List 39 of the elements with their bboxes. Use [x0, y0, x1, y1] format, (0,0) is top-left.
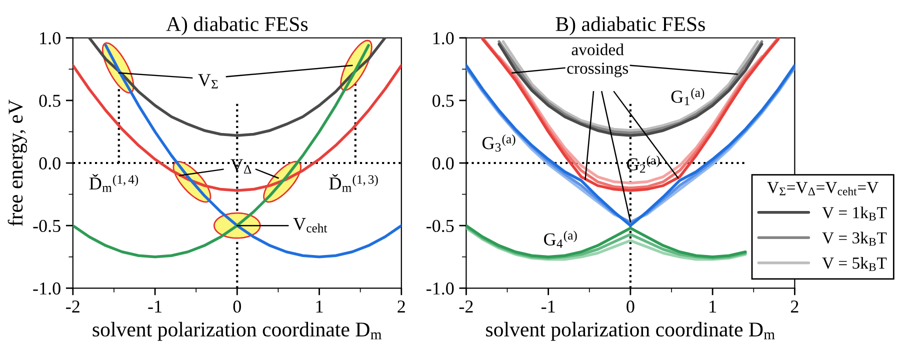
- y-tick-label: -0.5: [426, 220, 454, 232]
- x-axis-title: solvent polarization coordinate D$_{m}$: [92, 322, 382, 341]
- y-tick-label: 1.0: [433, 32, 454, 44]
- chart-title: A) diabatic FESs: [166, 16, 308, 36]
- y-tick-label: 0.0: [39, 157, 60, 170]
- y-axis-title: free energy, eV: [8, 100, 27, 226]
- x-axis-title: solvent polarization coordinate D$_{m}$: [486, 322, 775, 341]
- x-tick-label: -1: [541, 300, 555, 312]
- legend-label: V = 5k$_{B}$T: [822, 257, 887, 271]
- x-tick-label: 2: [790, 300, 798, 312]
- y-tick-label: -0.5: [33, 220, 60, 232]
- y-tick-label: -1.0: [33, 282, 60, 295]
- chart-title: B) adiabatic FESs: [556, 16, 705, 36]
- line-series: [72, 64, 402, 192]
- annotation: G$_{3}$$^{(a)}$: [482, 134, 516, 152]
- x-tick-label: -1: [148, 300, 162, 312]
- x-tick-label: 0: [626, 300, 634, 313]
- x-tick-label: 2: [398, 300, 405, 312]
- y-tick-label: 0.0: [432, 157, 454, 170]
- annotation: G$_{4}$$^{(a)}$: [544, 230, 577, 248]
- y-tick-label: 1.0: [40, 32, 60, 44]
- line-series: [88, 38, 386, 137]
- x-tick-label: -2: [459, 300, 473, 312]
- x-tick-label: 1: [316, 300, 323, 312]
- annotation: avoided crossings: [567, 44, 628, 78]
- annotation: V$_{Σ}$: [198, 74, 218, 88]
- y-tick-label: 0.5: [39, 94, 60, 107]
- legend-label: V = 3k$_{B}$T: [822, 232, 887, 246]
- x-tick-label: 1: [710, 300, 716, 312]
- y-tick-label: -1.0: [426, 282, 454, 295]
- annotation: Ď$_{m}$$^{(1,4)}$: [89, 174, 138, 192]
- legend-title: V$_{Σ}$=V$_{Δ}$=V$_{ceht}$=V: [767, 182, 878, 196]
- annotation: G$_{1}$$^{(a)}$: [671, 88, 704, 106]
- annotation: V$_{ceht}$: [293, 218, 328, 232]
- x-tick-label: 0: [233, 300, 241, 313]
- legend-label: V = 1k$_{B}$T: [822, 206, 887, 220]
- annotation: Ď$_{m}$$^{(1,3)}$: [329, 174, 378, 192]
- y-tick-label: 0.5: [432, 94, 454, 107]
- x-tick-label: -2: [66, 300, 80, 312]
